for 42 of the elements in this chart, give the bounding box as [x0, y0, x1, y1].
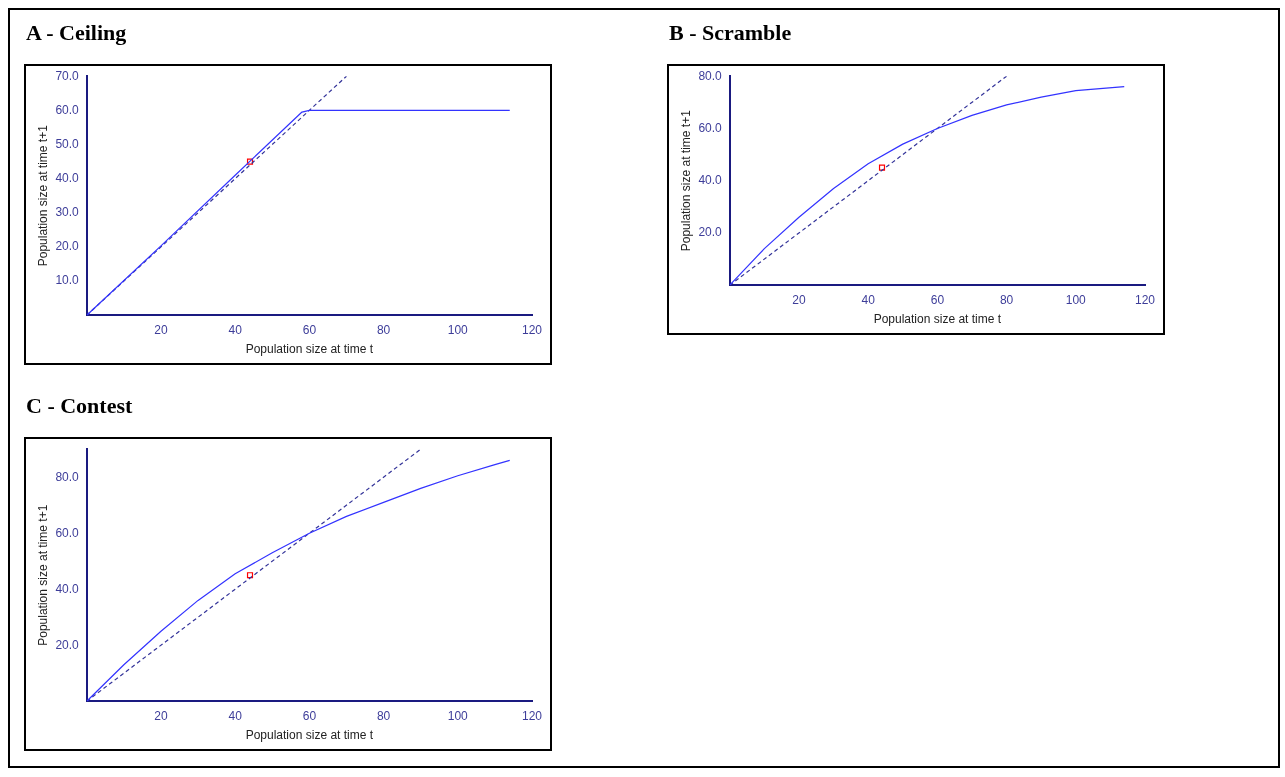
- y-tick-label: 10.0: [55, 273, 80, 288]
- x-tick-label: 20: [154, 322, 168, 337]
- y-tick-label: 80.0: [55, 469, 80, 484]
- x-tick-label: 40: [228, 322, 243, 337]
- x-tick-label: 100: [447, 708, 469, 723]
- x-tick-label: 80: [376, 708, 391, 723]
- chart-title: C - Contest: [25, 392, 134, 420]
- x-tick-label: 60: [930, 292, 945, 307]
- y-axis-title: Population size at time t+1: [35, 504, 50, 646]
- x-tick-label: 20: [792, 292, 806, 307]
- x-tick-label: 20: [154, 708, 168, 723]
- x-axis-title: Population size at time t: [245, 728, 374, 743]
- x-tick-label: 100: [447, 322, 469, 337]
- y-tick-label: 40.0: [698, 173, 723, 188]
- y-tick-label: 60.0: [55, 525, 80, 540]
- y-tick-label: 60.0: [698, 120, 723, 135]
- x-tick-label: 60: [302, 322, 317, 337]
- y-tick-label: 70.0: [55, 68, 80, 83]
- x-tick-label: 100: [1065, 292, 1087, 307]
- x-tick-label: 40: [228, 708, 243, 723]
- y-tick-label: 40.0: [55, 170, 80, 185]
- y-tick-label: 20.0: [698, 225, 723, 240]
- chart-title: B - Scramble: [668, 19, 793, 47]
- y-tick-label: 40.0: [55, 581, 80, 596]
- y-tick-label: 20.0: [55, 239, 80, 254]
- x-tick-label: 120: [1134, 292, 1156, 307]
- x-axis-title: Population size at time t: [873, 312, 1002, 327]
- x-tick-label: 120: [521, 322, 543, 337]
- chart-title: A - Ceiling: [25, 19, 128, 47]
- x-tick-label: 40: [861, 292, 876, 307]
- x-tick-label: 80: [376, 322, 391, 337]
- y-tick-label: 60.0: [55, 102, 80, 117]
- x-tick-label: 80: [999, 292, 1014, 307]
- y-tick-label: 30.0: [55, 205, 80, 220]
- x-axis-title: Population size at time t: [245, 342, 374, 357]
- y-tick-label: 20.0: [55, 637, 80, 652]
- x-tick-label: 60: [302, 708, 317, 723]
- y-axis-title: Population size at time t+1: [678, 109, 693, 252]
- y-tick-label: 50.0: [55, 136, 80, 151]
- y-tick-label: 80.0: [698, 68, 723, 83]
- y-axis-title: Population size at time t+1: [35, 124, 50, 267]
- x-tick-label: 120: [521, 708, 543, 723]
